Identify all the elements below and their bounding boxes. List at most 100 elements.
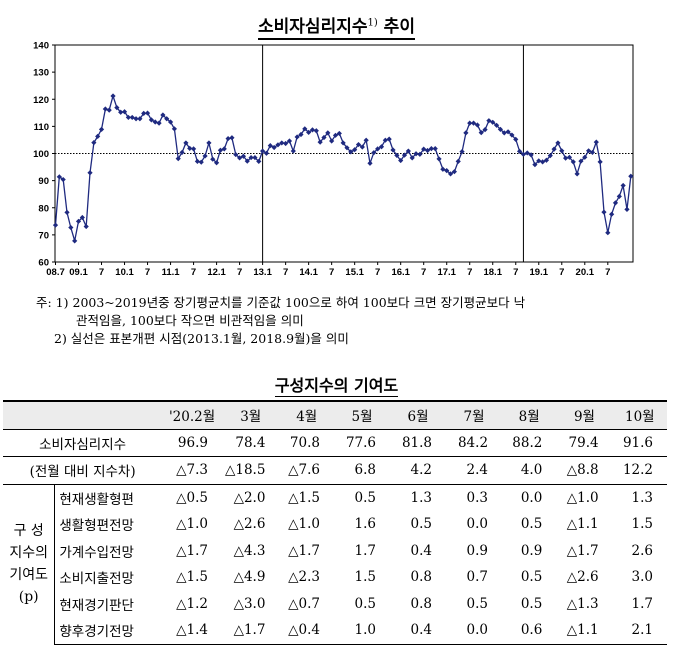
x-tick-label: 7 <box>559 267 564 276</box>
data-point <box>240 153 247 159</box>
data-point <box>451 169 457 175</box>
x-tick-label: 7 <box>237 267 242 276</box>
data-point <box>118 109 124 115</box>
component-cell: 1.5 <box>354 569 376 586</box>
header-month: 10월 <box>612 400 667 430</box>
data-point <box>68 224 74 231</box>
y-tick-label: 140 <box>33 41 49 52</box>
header-month: 3월 <box>221 400 280 430</box>
data-point <box>459 149 465 155</box>
component-cell: 1.0 <box>333 617 390 645</box>
data-point <box>275 142 281 148</box>
data-point <box>256 158 262 164</box>
data-point <box>493 122 500 128</box>
header-month: 6월 <box>390 400 447 430</box>
data-point <box>171 126 177 132</box>
diff-cell: △7.3 <box>162 456 222 485</box>
note-1: 주: 1) 2003~2019년중 장기평균치를 기준값 100으로 하여 10… <box>36 295 526 310</box>
diff-cell: △18.5 <box>221 456 280 485</box>
data-point <box>348 149 354 155</box>
data-point <box>520 151 527 157</box>
data-point <box>401 152 408 158</box>
data-point <box>294 134 300 140</box>
data-point <box>605 230 611 236</box>
component-cell: △1.1 <box>556 617 613 645</box>
chart-title: 소비자심리지수1) 추이 <box>0 12 673 40</box>
data-point <box>501 130 507 136</box>
group-label-line: (p) <box>18 589 39 606</box>
y-tick-label: 80 <box>38 203 49 214</box>
component-name: 향후경기전망 <box>54 617 163 645</box>
data-point <box>237 155 243 161</box>
component-cell: △0.4 <box>279 617 334 645</box>
data-point <box>398 157 404 164</box>
data-point <box>121 109 128 115</box>
component-cell: 0.9 <box>466 542 489 559</box>
component-cell: 1.6 <box>354 516 376 533</box>
data-point <box>609 211 615 217</box>
component-row: 향후경기전망 △1.4 △1.7 △0.4 1.0 0.4 0.0 0.6 △1.1 2.1 <box>3 617 667 645</box>
diff-cell: 2.4 <box>446 456 503 485</box>
component-cell: 0.0 <box>446 617 503 645</box>
component-cell: △1.7 <box>288 542 320 559</box>
x-tick-label: 10.1 <box>115 267 134 276</box>
data-point <box>313 128 319 134</box>
data-point <box>543 157 550 163</box>
component-cell: 0.6 <box>502 617 557 645</box>
data-point <box>497 126 504 132</box>
group-label-line: 구 성 <box>13 523 44 540</box>
data-point <box>624 206 630 212</box>
component-row: 현재경기판단 △1.2 △3.0 △0.7 0.5 0.8 0.5 0.5 △1.3 1.7 <box>3 590 667 617</box>
component-cell: 0.9 <box>520 542 543 559</box>
note-1-cont: 관적임을, 100보다 작으면 비관적임을 의미 <box>76 313 304 328</box>
y-tick-label: 120 <box>33 95 49 106</box>
diff-row-label: (전월 대비 지수차) <box>3 456 163 485</box>
component-cell: △0.7 <box>288 595 320 612</box>
data-point <box>355 141 362 148</box>
data-point <box>474 122 480 128</box>
data-point <box>187 145 193 151</box>
y-tick-label: 100 <box>33 149 49 160</box>
component-cell: 1.7 <box>354 542 376 559</box>
data-point <box>428 146 434 152</box>
data-point <box>252 154 258 161</box>
data-point <box>570 159 576 165</box>
data-point <box>367 160 373 166</box>
component-cell: 0.3 <box>466 489 489 506</box>
component-row: 소비지출전망 △1.5 △4.9 △2.3 1.5 0.8 0.7 0.5 △2.6 3.0 <box>3 564 667 591</box>
component-cell: 1.5 <box>631 516 653 533</box>
data-point <box>306 129 312 135</box>
data-point <box>83 223 89 230</box>
diff-cell: △8.8 <box>556 456 613 485</box>
data-point <box>106 107 112 113</box>
data-point <box>75 218 82 224</box>
component-cell: 0.5 <box>354 595 376 612</box>
component-name: 현재생활형편 <box>54 484 163 511</box>
data-point <box>152 119 158 125</box>
component-cell: 2.1 <box>612 617 667 645</box>
x-tick-label: 12.1 <box>207 267 226 276</box>
data-point <box>141 110 147 116</box>
data-point <box>271 144 277 151</box>
csi-cell: 91.6 <box>612 429 667 457</box>
data-point <box>394 152 400 158</box>
data-point <box>217 147 224 153</box>
component-cell: △4.3 <box>233 542 266 559</box>
data-point <box>375 146 381 152</box>
component-name: 소비지출전망 <box>54 564 163 591</box>
x-tick-label: 08.7 <box>46 267 65 276</box>
data-point <box>110 93 116 99</box>
data-point <box>467 120 473 126</box>
data-point <box>98 126 105 132</box>
component-cell: △1.0 <box>176 516 208 533</box>
data-point <box>95 133 101 140</box>
data-point <box>309 127 316 133</box>
component-name: 현재경기판단 <box>54 590 163 617</box>
diff-cell: 6.8 <box>333 456 390 485</box>
data-point <box>409 155 415 161</box>
data-point <box>194 158 201 164</box>
data-point <box>283 140 289 147</box>
csi-series-line <box>54 93 632 241</box>
data-point <box>589 149 596 156</box>
table-title: 구성지수의 기여도 <box>274 376 399 397</box>
